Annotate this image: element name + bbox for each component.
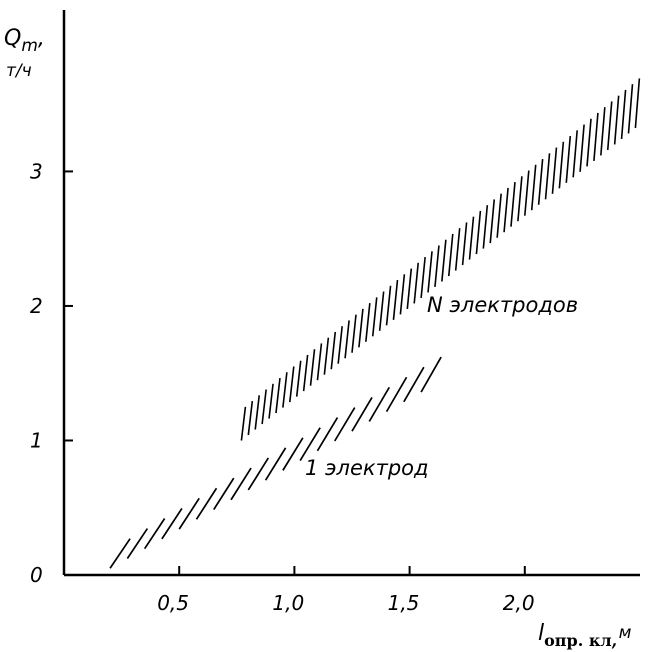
y-tick-label: 1 [30, 428, 43, 452]
series-band-1 [109, 356, 442, 569]
hatch-line [161, 507, 183, 540]
hatch-line [489, 199, 496, 244]
hatch-line [544, 153, 551, 200]
hatch-line [230, 467, 252, 501]
hatch-line [371, 297, 378, 337]
hatch-line [247, 457, 270, 491]
hatch-line [454, 228, 461, 271]
hatch-line [441, 239, 447, 282]
axes-group [62, 10, 640, 577]
hatch-line [524, 170, 530, 216]
y-tick-label: 3 [30, 159, 43, 183]
x-tick-label: 0,5 [157, 591, 189, 615]
hatch-line [399, 274, 406, 315]
hatch-line [282, 437, 304, 471]
hatch-line [420, 256, 426, 299]
hatch-line [482, 205, 489, 249]
bands-group [109, 78, 641, 569]
hatch-line [565, 135, 572, 183]
hatch-line [593, 112, 599, 161]
hatch-line [268, 383, 274, 419]
hatch-line [368, 386, 391, 422]
x-tick-label: 1,0 [272, 591, 304, 615]
hatch-line [613, 95, 620, 145]
hatch-line [247, 400, 254, 436]
hatch-line [434, 245, 440, 288]
hatch-line [606, 101, 613, 150]
hatch-line [406, 268, 413, 309]
ticks-group: 0 1 2 3 0,5 1,0 1,5 2,0 [30, 159, 535, 615]
hatch-line [496, 193, 502, 238]
hatch-line [302, 354, 309, 392]
hatch-line [503, 187, 509, 233]
hatch-line [468, 216, 475, 260]
hatch-line [261, 389, 267, 425]
hatch-line [254, 395, 261, 430]
hatch-line [510, 182, 516, 227]
hatch-line [420, 356, 442, 393]
hatch-line [620, 89, 627, 140]
hatch-line [600, 107, 606, 156]
hatch-line [634, 78, 641, 129]
hatch-line [558, 141, 565, 189]
hatch-line [333, 407, 356, 442]
hatch-line [275, 377, 281, 414]
hatch-line [385, 376, 408, 413]
series-band-0 [240, 78, 641, 441]
x-tick-label: 1,5 [388, 591, 420, 615]
hatch-line [126, 528, 149, 559]
hatch-line [461, 222, 468, 266]
hatch-line [413, 262, 420, 304]
hatch-line [264, 447, 287, 481]
hatch-line [365, 303, 371, 342]
hatch-line [299, 427, 321, 462]
hatch-line [579, 124, 585, 172]
hatch-line [392, 280, 399, 320]
hatch-line [351, 396, 373, 432]
hatch-line [627, 84, 634, 134]
hatch-line [378, 291, 385, 331]
hatch-line [517, 176, 523, 222]
x-tick-label: 2,0 [503, 591, 535, 615]
hatch-line [109, 538, 131, 569]
hatch-line [309, 349, 316, 386]
hatch-line [351, 314, 357, 353]
hatch-line [323, 337, 330, 375]
hatch-line [213, 477, 235, 510]
hatch-line [330, 331, 337, 370]
hatch-line [475, 210, 482, 255]
hatch-line [295, 360, 302, 397]
hatch-line [551, 147, 558, 194]
x-axis-title: lопр. кл,м [538, 621, 632, 652]
hatch-line [178, 497, 200, 530]
hatch-line [195, 487, 218, 520]
hatch-line [316, 343, 323, 381]
y-tick-label: 2 [30, 294, 43, 318]
y-axis-title: Qm, [4, 26, 45, 56]
hatch-line [447, 233, 454, 277]
hatch-line [572, 130, 578, 178]
hatch-line [537, 159, 544, 205]
y-tick-label: 0 [30, 563, 43, 587]
hatch-line [240, 406, 247, 441]
hatch-line [530, 164, 537, 211]
hatch-line [385, 285, 392, 326]
hatch-line [316, 417, 339, 452]
hatch-line [282, 372, 288, 408]
hatch-line [358, 308, 364, 348]
y-axis-unit: т/ч [6, 61, 32, 81]
hatch-line [337, 326, 343, 364]
hatch-line [427, 251, 433, 293]
series-label-n-electrodes: N электродов [427, 293, 578, 317]
hatch-line [586, 118, 592, 167]
hatch-line [143, 518, 166, 550]
hatch-line [403, 366, 425, 403]
series-label-1-electrode: 1 электрод [305, 456, 429, 480]
hatch-line [344, 320, 350, 359]
hatch-line [288, 366, 295, 403]
